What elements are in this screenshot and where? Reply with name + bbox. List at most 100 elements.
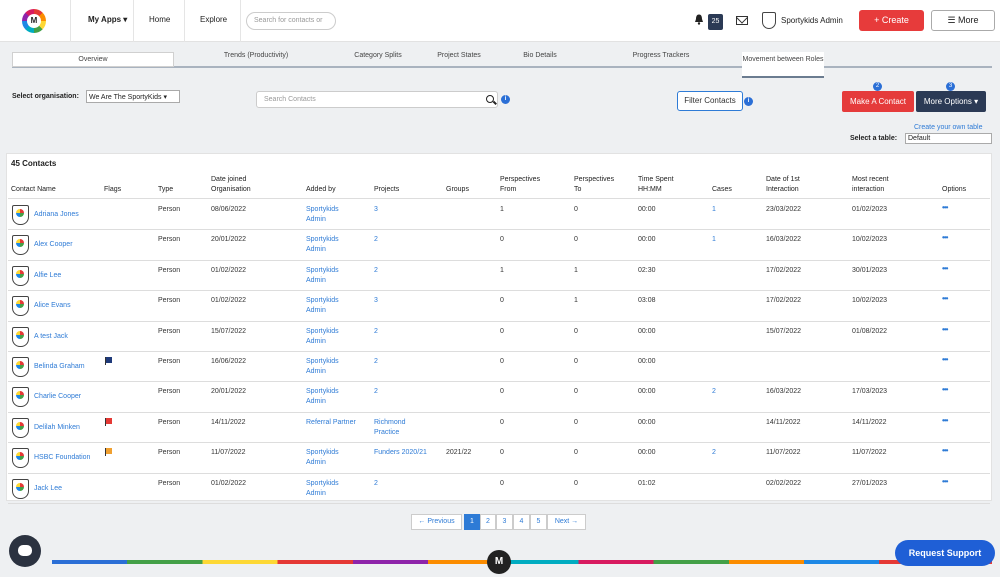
projects-cell[interactable]: Richmond xyxy=(374,418,406,426)
added-by-cell-line2[interactable]: Admin xyxy=(306,337,326,345)
info-icon[interactable]: i xyxy=(744,97,753,106)
added-by-cell[interactable]: Sportykids xyxy=(306,297,339,305)
added-by-cell-line2[interactable]: Admin xyxy=(306,276,326,284)
added-by-cell-line2[interactable]: Admin xyxy=(306,459,326,467)
contact-avatar[interactable] xyxy=(12,478,29,499)
contact-name-cell[interactable]: Alex Cooper xyxy=(34,241,73,249)
pagination-page[interactable]: 1 xyxy=(464,514,480,530)
tab-trends[interactable]: Trends (Productivity) xyxy=(223,52,289,59)
contact-name-cell[interactable]: A test Jack xyxy=(34,332,68,340)
info-icon[interactable]: i xyxy=(501,95,510,104)
contact-search-input[interactable]: Search Contacts xyxy=(256,91,498,108)
col-header-groups[interactable]: Groups xyxy=(446,186,469,193)
row-options-icon[interactable]: ••• xyxy=(942,446,948,456)
nav-home[interactable]: Home xyxy=(149,15,171,24)
tab-overview[interactable]: Overview xyxy=(12,52,174,67)
cases-cell[interactable]: 1 xyxy=(712,236,716,244)
row-options-icon[interactable]: ••• xyxy=(942,263,948,273)
more-options-button[interactable]: More Options ▾ xyxy=(916,91,986,112)
row-options-icon[interactable]: ••• xyxy=(942,355,948,364)
contact-name-cell[interactable]: Adriana Jones xyxy=(34,211,79,218)
added-by-cell[interactable]: Referral Partner xyxy=(306,418,356,426)
filter-contacts-button[interactable]: Filter Contacts xyxy=(677,91,743,111)
col-header-recent-interaction[interactable]: Most recent interaction xyxy=(852,175,889,195)
added-by-cell-line2[interactable]: Admin xyxy=(306,398,326,406)
contact-name-cell[interactable]: Belinda Graham xyxy=(34,363,85,370)
col-header-name[interactable]: Contact Name xyxy=(11,186,56,193)
row-options-icon[interactable]: ••• xyxy=(942,476,948,486)
tab-progress-trackers[interactable]: Progress Trackers xyxy=(632,52,690,59)
contact-avatar[interactable] xyxy=(12,357,29,377)
col-header-persp-to[interactable]: Perspectives To xyxy=(574,175,614,195)
added-by-cell[interactable]: Sportykids xyxy=(306,236,339,244)
make-contact-button[interactable]: Make A Contact xyxy=(842,91,914,112)
row-options-icon[interactable]: ••• xyxy=(942,294,948,304)
pagination-page[interactable]: 4 xyxy=(513,514,530,530)
footer-logo[interactable]: M xyxy=(487,550,511,574)
added-by-cell[interactable]: Sportykids xyxy=(306,449,339,457)
contact-name-cell[interactable]: HSBC Foundation xyxy=(34,454,91,462)
projects-cell[interactable]: 3 xyxy=(374,297,378,305)
col-header-projects[interactable]: Projects xyxy=(374,186,400,193)
request-support-button[interactable]: Request Support xyxy=(895,540,995,566)
col-header-first-interaction[interactable]: Date of 1st Interaction xyxy=(766,175,800,195)
contact-avatar[interactable] xyxy=(12,326,29,347)
contact-avatar[interactable] xyxy=(12,235,29,256)
added-by-cell-line2[interactable]: Admin xyxy=(306,216,326,223)
added-by-cell-line2[interactable]: Admin xyxy=(306,489,326,497)
create-button[interactable]: + Create xyxy=(859,10,924,31)
row-options-icon[interactable]: ••• xyxy=(942,324,948,334)
notification-count-badge[interactable]: 25 xyxy=(708,14,723,30)
table-select[interactable]: Default xyxy=(905,133,992,144)
contact-avatar[interactable] xyxy=(12,205,29,225)
tab-category-splits[interactable]: Category Splits xyxy=(354,52,402,59)
row-options-icon[interactable]: ••• xyxy=(942,415,948,425)
projects-cell[interactable]: 2 xyxy=(374,479,378,487)
more-button[interactable]: ☰ More xyxy=(931,10,995,31)
col-header-date-joined[interactable]: Date joined Organisation xyxy=(211,175,251,195)
projects-cell[interactable]: 2 xyxy=(374,327,378,335)
added-by-cell-line2[interactable]: Admin xyxy=(306,246,326,254)
contact-name-cell[interactable]: Jack Lee xyxy=(34,484,63,492)
user-name[interactable]: Sportykids Admin xyxy=(781,16,843,25)
chat-icon[interactable] xyxy=(9,535,41,567)
cases-cell[interactable]: 2 xyxy=(712,449,716,457)
user-avatar-icon[interactable] xyxy=(762,12,776,29)
col-header-type[interactable]: Type xyxy=(158,186,174,193)
app-logo[interactable] xyxy=(22,9,46,33)
pagination-next[interactable]: Next → xyxy=(547,514,586,530)
contact-avatar[interactable] xyxy=(12,417,29,438)
col-header-cases[interactable]: Cases xyxy=(712,186,732,193)
row-options-icon[interactable]: ••• xyxy=(942,233,948,243)
contact-avatar[interactable] xyxy=(12,448,29,469)
added-by-cell[interactable]: Sportykids xyxy=(306,358,339,365)
projects-cell[interactable]: 2 xyxy=(374,358,378,365)
tab-bio-details[interactable]: Bio Details xyxy=(523,52,557,59)
pagination-previous[interactable]: ← Previous xyxy=(411,514,462,530)
contact-avatar[interactable] xyxy=(12,296,29,317)
tab-movement-roles[interactable]: Movement between Roles xyxy=(742,52,824,78)
contact-avatar[interactable] xyxy=(12,387,29,408)
added-by-cell[interactable]: Sportykids xyxy=(306,266,339,274)
tab-project-states[interactable]: Project States xyxy=(437,52,481,59)
added-by-cell[interactable]: Sportykids xyxy=(306,479,339,487)
create-own-table-link[interactable]: Create your own table xyxy=(914,124,983,131)
projects-cell[interactable]: 2 xyxy=(374,266,378,274)
contact-name-cell[interactable]: Charlie Cooper xyxy=(34,393,82,401)
pagination-page[interactable]: 3 xyxy=(496,514,513,530)
projects-cell[interactable]: Funders 2020/21 xyxy=(374,449,427,457)
cases-cell[interactable]: 1 xyxy=(712,206,716,213)
added-by-cell[interactable]: Sportykids xyxy=(306,327,339,335)
contact-name-cell[interactable]: Alice Evans xyxy=(34,302,71,310)
added-by-cell[interactable]: Sportykids xyxy=(306,206,339,213)
search-icon[interactable] xyxy=(486,95,494,103)
added-by-cell-line2[interactable]: Admin xyxy=(306,368,326,375)
projects-cell[interactable]: 3 xyxy=(374,206,378,213)
mail-icon[interactable] xyxy=(736,16,748,25)
organisation-select[interactable]: We Are The SportyKids ▾ xyxy=(86,90,180,103)
row-options-icon[interactable]: ••• xyxy=(942,385,948,395)
col-header-time-spent[interactable]: Time Spent HH:MM xyxy=(638,175,674,195)
cases-cell[interactable]: 2 xyxy=(712,388,716,396)
projects-cell[interactable]: 2 xyxy=(374,236,378,244)
col-header-added-by[interactable]: Added by xyxy=(306,186,336,193)
